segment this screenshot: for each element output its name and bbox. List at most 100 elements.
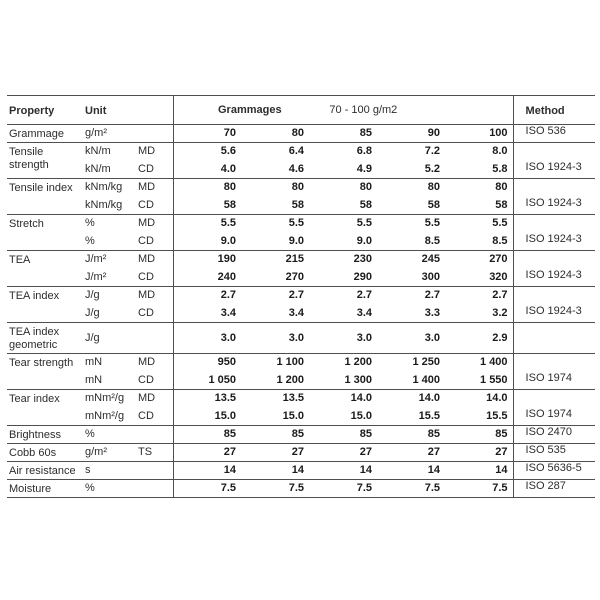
method-cell: ISO 5636-5 bbox=[512, 461, 596, 480]
method-cell: ISO 1974 bbox=[512, 389, 596, 426]
value-cell: 58 bbox=[309, 196, 377, 215]
method-cell: ISO 2470 bbox=[512, 425, 596, 444]
property-cell: Tensile strength bbox=[7, 142, 83, 179]
value-cell: 1 400 bbox=[377, 371, 445, 390]
value-cell: 85 bbox=[309, 124, 377, 143]
unit-cell: J/m² bbox=[85, 253, 107, 266]
unit-cell: mNm²/g bbox=[85, 392, 125, 405]
value-cell: 5.5 bbox=[288, 217, 304, 230]
table-row: mNm²/g CD 15.0 15.0 15.0 15.5 15.5 bbox=[7, 407, 595, 426]
direction-cell: CD bbox=[135, 304, 173, 323]
value-cell: 1 250 bbox=[412, 356, 440, 369]
direction-cell bbox=[135, 124, 173, 143]
property-cell: Air resistance bbox=[7, 461, 83, 480]
unit-cell: J/g bbox=[83, 304, 135, 323]
table-row: Cobb 60s g/m² TS 27 27 27 27 27 ISO 535 bbox=[7, 443, 596, 462]
value-cell: 5.5 bbox=[424, 217, 440, 230]
table-row: kN/m CD 4.0 4.6 4.9 5.2 5.8 bbox=[7, 160, 595, 179]
unit-cell: J/m² bbox=[83, 268, 135, 287]
value-cell: 8.5 bbox=[377, 232, 445, 251]
value-cell: 3.0 bbox=[241, 322, 309, 354]
property-cell: Brightness bbox=[7, 425, 83, 444]
value-cell: 1 550 bbox=[445, 371, 514, 390]
value-cell: 190 bbox=[172, 250, 241, 269]
unit-cell: mN bbox=[85, 356, 103, 369]
property-cell: TEA index bbox=[7, 286, 83, 323]
table-row: Grammage g/m² 70 80 85 90 100 ISO 536 bbox=[7, 124, 596, 143]
direction-cell: MD bbox=[138, 392, 156, 405]
value-cell: 1 050 bbox=[172, 371, 241, 390]
header-row: Property Unit Grammages 70 - 100 g/m2 Me… bbox=[7, 95, 596, 125]
value-cell: 13.5 bbox=[282, 392, 304, 405]
value-cell: 1 200 bbox=[241, 371, 309, 390]
unit-cell: % bbox=[83, 232, 135, 251]
unit-cell: mNm²/g bbox=[83, 407, 135, 426]
unit-cell: J/g bbox=[85, 289, 100, 302]
value-cell: 80 bbox=[291, 181, 304, 194]
value-cell: 4.9 bbox=[309, 160, 377, 179]
value-cell: 2.7 bbox=[288, 289, 304, 302]
direction-cell: MD bbox=[138, 356, 156, 369]
value-cell: 2.7 bbox=[492, 289, 508, 302]
value-cell: 6.4 bbox=[288, 145, 304, 158]
value-cell: 3.4 bbox=[309, 304, 377, 323]
grammages-label: Grammages bbox=[217, 103, 282, 116]
unit-cell: s bbox=[83, 461, 135, 480]
direction-cell: CD bbox=[135, 371, 173, 390]
table-row: % CD 9.0 9.0 9.0 8.5 8.5 bbox=[7, 232, 595, 251]
value-cell: 2.9 bbox=[445, 322, 514, 354]
value-cell: 14 bbox=[377, 461, 445, 480]
table-row: Moisture% 7.5 7.5 7.5 7.5 7.5 ISO 287 bbox=[7, 479, 596, 498]
value-cell: 3.2 bbox=[445, 304, 514, 323]
value-cell: 8.5 bbox=[445, 232, 514, 251]
table-body: Grammage g/m² 70 80 85 90 100 ISO 536 Tensile st… bbox=[7, 124, 596, 498]
unit-cell: g/m² bbox=[83, 124, 135, 143]
table-row: mN CD 1 050 1 200 1 300 1 400 1 550 bbox=[7, 371, 595, 390]
value-cell: 90 bbox=[377, 124, 445, 143]
table-header: Property Unit Grammages 70 - 100 g/m2 Me… bbox=[7, 95, 596, 125]
direction-cell: CD bbox=[135, 196, 173, 215]
unit-cell: kN/m bbox=[83, 160, 135, 179]
unit-column-header: Unit bbox=[83, 95, 135, 125]
paper-spec-table: Property Unit Grammages 70 - 100 g/m2 Me… bbox=[7, 95, 596, 498]
table-row: kNm/kg CD 58 58 58 58 58 bbox=[7, 196, 595, 215]
value-cell: 5.6 bbox=[172, 142, 241, 161]
value-cell: 14.0 bbox=[418, 392, 440, 405]
property-cell: Tear index bbox=[7, 389, 83, 426]
table-row: Brightness% 85 85 85 85 85 ISO 2470 bbox=[7, 425, 596, 444]
value-cell: 85 bbox=[241, 425, 309, 444]
table-row: Tear index mNm²/g MD 13.5 13.5 14.0 14.0 14.0 IS… bbox=[7, 389, 596, 426]
value-cell: 80 bbox=[172, 178, 241, 197]
table-row: TEA index J/g MD 2.7 2.7 2.7 2.7 2.7 ISO 1924-3 bbox=[7, 286, 596, 323]
method-cell: ISO 1924-3 bbox=[512, 214, 596, 251]
value-cell: 5.2 bbox=[377, 160, 445, 179]
value-cell: 85 bbox=[377, 425, 445, 444]
value-cell: 14 bbox=[445, 461, 514, 480]
value-cell: 950 bbox=[172, 353, 241, 372]
spec-sheet: Property Unit Grammages 70 - 100 g/m2 Me… bbox=[7, 95, 596, 498]
property-cell: Tensile index bbox=[7, 178, 83, 215]
table-row: TEA index geometric J/g 3.0 3.0 3.0 3.0 2.9 bbox=[7, 322, 596, 354]
direction-cell: TS bbox=[135, 443, 173, 462]
value-cell: 58 bbox=[377, 196, 445, 215]
value-cell: 80 bbox=[495, 181, 508, 194]
property-cell: Cobb 60s bbox=[7, 443, 83, 462]
value-cell: 27 bbox=[377, 443, 445, 462]
value-cell: 3.3 bbox=[377, 304, 445, 323]
value-cell: 3.0 bbox=[309, 322, 377, 354]
method-cell: ISO 1924-3 bbox=[512, 142, 596, 179]
value-cell: 80 bbox=[241, 124, 309, 143]
value-cell: 3.4 bbox=[241, 304, 309, 323]
value-cell: 7.5 bbox=[309, 479, 377, 498]
method-cell bbox=[512, 322, 596, 354]
table-row: Stretch% MD 5.5 5.5 5.5 5.5 5.5 ISO 1924-3 bbox=[7, 214, 596, 251]
grammages-column-header: Grammages 70 - 100 g/m2 bbox=[172, 95, 514, 125]
table-row: J/g CD 3.4 3.4 3.4 3.3 3.2 bbox=[7, 304, 595, 323]
value-cell: 15.0 bbox=[241, 407, 309, 426]
table-row: Air resistance s 14 14 14 14 14 ISO 5636-5 bbox=[7, 461, 596, 480]
value-cell: 5.8 bbox=[445, 160, 514, 179]
value-cell: 14 bbox=[241, 461, 309, 480]
property-cell: Stretch bbox=[7, 214, 83, 251]
unit-cell: kNm/kg bbox=[83, 196, 135, 215]
direction-cell: CD bbox=[135, 268, 173, 287]
